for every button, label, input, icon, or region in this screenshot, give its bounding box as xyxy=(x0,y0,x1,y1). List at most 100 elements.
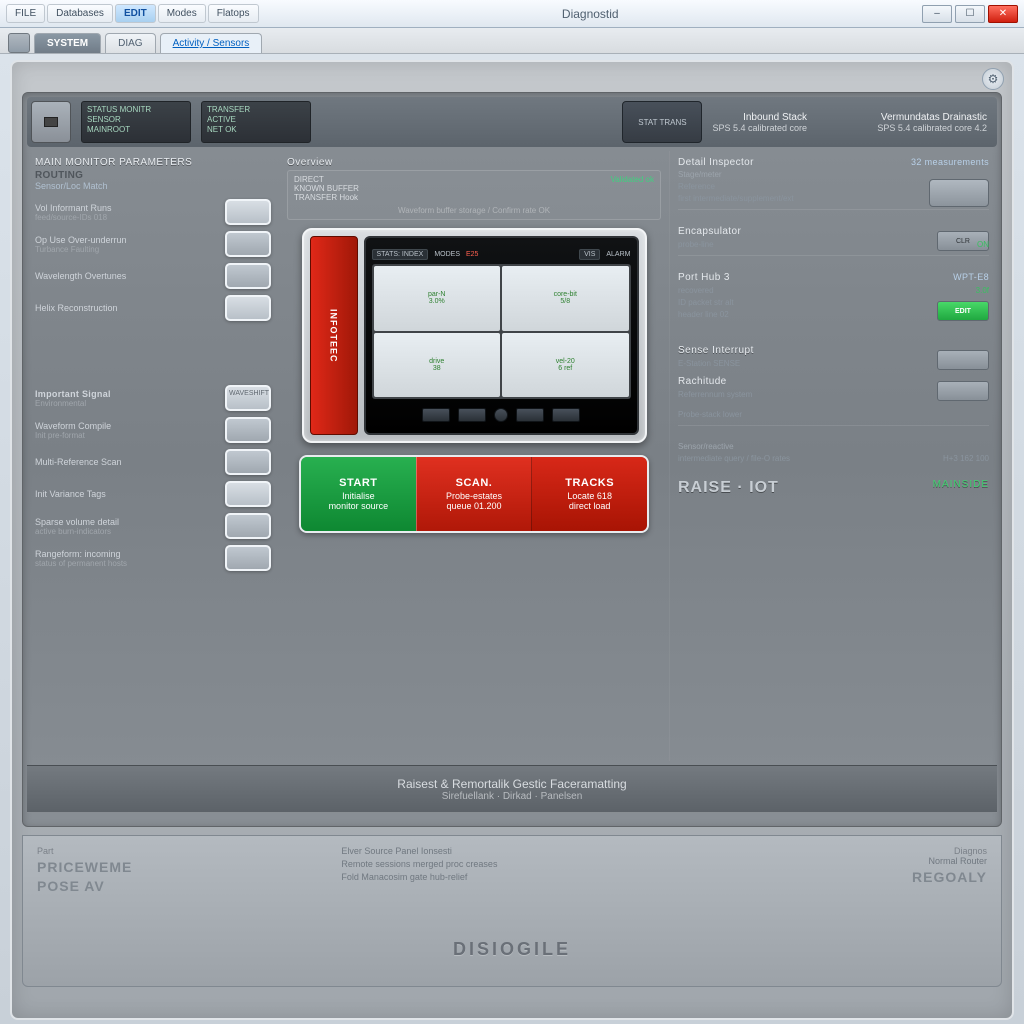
maximize-button[interactable]: ☐ xyxy=(955,5,985,23)
b1-big1: PRICEWEME xyxy=(37,859,321,875)
left-column: MAIN MONITOR PARAMETERS ROUTING Sensor/L… xyxy=(27,151,279,761)
status-card-1: STATUS MONITR SENSOR MAINROOT xyxy=(81,101,191,143)
btn-title: SCAN. xyxy=(456,477,493,489)
item-label: Init Variance Tags xyxy=(35,489,219,499)
s2-item: E-Station SENSE xyxy=(678,359,740,368)
device-button[interactable] xyxy=(422,408,450,422)
left-title: MAIN MONITOR PARAMETERS xyxy=(35,157,271,168)
tab-system[interactable]: SYSTEM xyxy=(34,33,101,53)
b2-l2: Fold Manacosim gate hub-relief xyxy=(341,872,739,882)
menu-modes[interactable]: Modes xyxy=(158,4,206,23)
scan-button[interactable]: SCAN. Probe-estates queue 01.200 xyxy=(416,457,533,531)
btn-line1: Probe-estates xyxy=(446,491,502,501)
right-column: Detail Inspector32 measurements Stage/me… xyxy=(669,151,997,761)
slot-button[interactable] xyxy=(225,545,271,571)
item-label: Vol Informant Runs xyxy=(35,203,219,213)
device-button-row xyxy=(372,403,631,427)
close-button[interactable]: ✕ xyxy=(988,5,1018,23)
start-button[interactable]: START Initialise monitor source xyxy=(301,457,416,531)
ov-l1: DIRECT xyxy=(294,175,324,184)
menu-databases[interactable]: Databases xyxy=(47,4,113,23)
list-item[interactable]: Op Use Over-underrunTurbance Faulting xyxy=(35,231,271,257)
outer-frame: ⚙ STATUS MONITR SENSOR MAINROOT TRANSFER… xyxy=(10,60,1014,1020)
list-item[interactable]: Sparse volume detailactive burn-indicato… xyxy=(35,513,271,539)
device-cell: vel-206 ref xyxy=(502,333,629,398)
rline-text: first intermediate/supplement/ext xyxy=(678,194,794,203)
ov-caption: Waveform buffer storage / Confirm rate O… xyxy=(294,206,654,215)
rachitude-button[interactable] xyxy=(937,381,989,401)
dev-stat-5: ALARM xyxy=(606,251,630,258)
device-screen: STATS: INDEX MODES E25 VIS ALARM par-N3.… xyxy=(364,236,639,435)
status-card-2: TRANSFER ACTIVE NET OK xyxy=(201,101,311,143)
slot-button[interactable] xyxy=(225,263,271,289)
menu-edit[interactable]: EDIT xyxy=(115,4,156,23)
rline-text: probe-line xyxy=(678,240,714,249)
tracks-button[interactable]: TRACKS Locate 618 direct load xyxy=(532,457,647,531)
device-nav-icon[interactable] xyxy=(494,408,508,422)
menu-file[interactable]: FILE xyxy=(6,4,45,23)
item-label: Wavelength Overtunes xyxy=(35,271,219,281)
info-r2-sub: SPS 5.4 calibrated core 4.2 xyxy=(823,123,987,133)
info-band: STATUS MONITR SENSOR MAINROOT TRANSFER A… xyxy=(27,97,997,147)
left-list-lower: Important SignalEnvironmentalWAVESHIFT W… xyxy=(35,385,271,571)
tab-activity[interactable]: Activity / Sensors xyxy=(160,33,263,53)
ov-l2: KNOWN BUFFER xyxy=(294,184,359,193)
slot-button[interactable] xyxy=(225,449,271,475)
s3-line: intermediate query / file-O rates xyxy=(678,454,790,463)
action-bar: START Initialise monitor source SCAN. Pr… xyxy=(299,455,649,533)
device-cell: core-bit5/8 xyxy=(502,266,629,331)
main-panel: STATUS MONITR SENSOR MAINROOT TRANSFER A… xyxy=(22,92,1002,827)
btn-line2: queue 01.200 xyxy=(446,501,501,511)
list-item[interactable]: Multi-Reference Scan xyxy=(35,449,271,475)
card2-l1: TRANSFER xyxy=(207,105,305,115)
menu-bar: FILE Databases EDIT Modes Flatops xyxy=(6,4,259,23)
detail-inspector: Detail Inspector32 measurements Stage/me… xyxy=(678,157,989,216)
list-item[interactable]: Vol Informant Runsfeed/source-IDs 018 xyxy=(35,199,271,225)
rsec-sub: WPT-E8 xyxy=(953,272,989,283)
sense-button[interactable] xyxy=(937,350,989,370)
list-item[interactable]: Waveform CompileInit pre-format xyxy=(35,417,271,443)
footer-line1: Raisest & Remortalik Gestic Faceramattin… xyxy=(397,777,626,791)
list-item[interactable]: Important SignalEnvironmentalWAVESHIFT xyxy=(35,385,271,411)
window-title: Diagnostid xyxy=(259,7,922,21)
gear-icon[interactable]: ⚙ xyxy=(982,68,1004,90)
slot-button[interactable]: WAVESHIFT xyxy=(225,385,271,411)
bottom-col-2: Elver Source Panel Ionsesti Remote sessi… xyxy=(341,846,739,913)
window-controls: – ☐ ✕ xyxy=(922,5,1018,23)
list-item[interactable]: Helix Reconstruction xyxy=(35,295,271,321)
inspector-button[interactable] xyxy=(929,179,989,207)
app-icon[interactable] xyxy=(8,33,30,53)
device-button[interactable] xyxy=(552,408,580,422)
b1-big2: POSE AV xyxy=(37,878,321,894)
menu-flatops[interactable]: Flatops xyxy=(208,4,259,23)
device-button[interactable] xyxy=(516,408,544,422)
tab-diag[interactable]: DIAG xyxy=(105,33,155,53)
edit-button[interactable]: EDIT xyxy=(937,301,989,321)
b1-label: Part xyxy=(37,846,321,856)
dev-stat-4: VIS xyxy=(579,249,600,260)
b3-big: REGOALY xyxy=(760,869,988,885)
dev-stat-1: STATS: INDEX xyxy=(372,249,429,260)
ov-l3: TRANSFER Hook xyxy=(294,193,358,202)
slot-button[interactable] xyxy=(225,417,271,443)
slot-button[interactable] xyxy=(225,295,271,321)
device-brand-bar: INFOTEEC xyxy=(310,236,358,435)
list-item[interactable]: Rangeform: incomingstatus of permanent h… xyxy=(35,545,271,571)
slot-button[interactable] xyxy=(225,481,271,507)
list-item[interactable]: Init Variance Tags xyxy=(35,481,271,507)
power-chip[interactable] xyxy=(31,101,71,143)
status-pill[interactable]: STAT TRANS xyxy=(622,101,702,143)
raise-label: RAISE · IOT MAINSIDE xyxy=(678,479,989,497)
slot-button[interactable] xyxy=(225,513,271,539)
device-grid: par-N3.0% core-bit5/8 drive38 vel-206 re… xyxy=(372,264,631,399)
info-r1-top: Inbound Stack xyxy=(712,112,807,123)
minimize-button[interactable]: – xyxy=(922,5,952,23)
card1-l1: STATUS MONITR xyxy=(87,105,185,115)
device-button[interactable] xyxy=(458,408,486,422)
slot-button[interactable] xyxy=(225,199,271,225)
info-right-1: Inbound Stack SPS 5.4 calibrated core xyxy=(712,101,813,143)
rsec-title: Port Hub 3 xyxy=(678,272,730,283)
list-item[interactable]: Wavelength Overtunes xyxy=(35,263,271,289)
slot-button[interactable] xyxy=(225,231,271,257)
ov-status: Validated ok xyxy=(611,175,654,184)
